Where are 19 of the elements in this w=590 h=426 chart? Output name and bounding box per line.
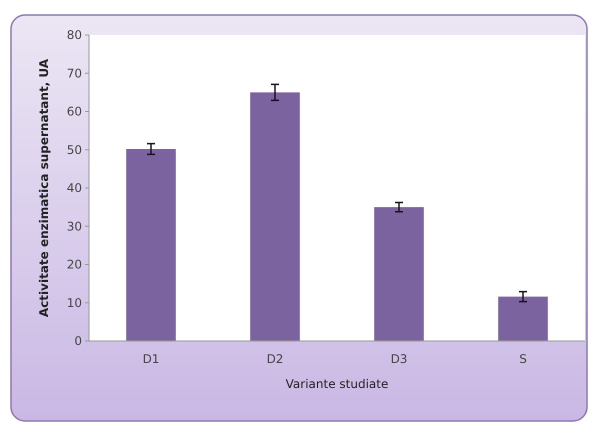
y-tick-label: 60 xyxy=(66,104,82,119)
bar xyxy=(374,207,424,341)
bar xyxy=(250,92,300,341)
x-tick-label: S xyxy=(519,352,527,366)
y-tick-label: 10 xyxy=(66,296,82,310)
bar xyxy=(498,296,548,341)
x-tick-label: D3 xyxy=(390,352,408,366)
x-tick-label: D1 xyxy=(142,352,160,366)
y-tick-label: 50 xyxy=(66,142,82,157)
x-axis-title: Variante studiate xyxy=(286,377,388,391)
y-tick-label: 20 xyxy=(66,258,82,272)
bar xyxy=(126,148,176,341)
y-tick-label: 30 xyxy=(66,219,82,234)
y-tick-label: 80 xyxy=(66,28,82,42)
y-tick-label: 40 xyxy=(66,181,82,196)
y-tick-label: 70 xyxy=(66,66,82,80)
y-axis-title: Activitate enzimatica supernatant, UA xyxy=(37,58,51,318)
y-tick-label: 0 xyxy=(74,334,82,348)
x-tick-label: D2 xyxy=(266,352,284,366)
